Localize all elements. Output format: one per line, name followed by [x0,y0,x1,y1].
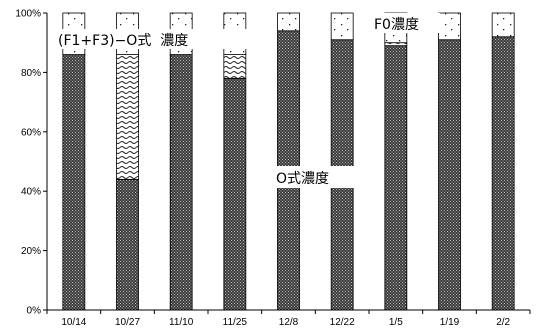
y-tick-label: 60% [21,127,41,138]
bar-segment-f0-5 [277,12,300,32]
x-tick-label: 12/8 [279,317,299,328]
bar-segment-o-4 [223,77,247,311]
annotation-o-label: O式濃度 [276,171,329,187]
bars-layer [62,12,515,311]
x-tick-label: 11/25 [223,317,248,328]
bar-segment-f1f3-minus-o-4 [223,54,247,79]
bar-segment-f1f3-minus-o-7 [384,42,408,47]
annotation-bg-f0 [372,13,440,33]
bar-segment-f1f3-minus-o-2 [116,54,139,180]
y-tick-label: 0% [27,306,42,317]
annotation-f0-label: F0濃度 [374,17,419,33]
x-tick-label: 10/27 [115,317,140,328]
annotation-bg-f1f3 [56,29,252,49]
annotation-f1f3-label: (F1+F3)−O式 濃度 [58,33,188,49]
bar-segment-f0-6 [330,12,354,41]
bar-segment-o-8 [438,39,461,311]
bar-segment-o-9 [491,36,515,311]
bar-segment-f0-8 [438,12,461,41]
x-tick-label: 12/22 [330,317,355,328]
bar-segment-f0-9 [491,12,515,38]
bar-segment-o-7 [384,45,408,311]
y-tick-label: 80% [21,68,41,79]
x-tick-label: 11/10 [169,317,194,328]
x-axis-ticks: 10/14 10/27 11/10 11/25 12/8 12/22 1/5 1/19 2/2 [46,310,531,328]
bar-segment-o-2 [116,178,139,311]
annotations: (F1+F3)−O式 濃度 F0濃度 O式濃度 [56,13,440,188]
bar-segment-o-1 [62,54,86,311]
y-axis-ticks: 0% 20% 40% 60% 80% 100% [15,9,47,317]
x-tick-label: 10/14 [61,317,86,328]
y-tick-label: 20% [21,246,41,257]
x-tick-label: 1/5 [389,317,403,328]
x-tick-label: 2/2 [496,317,510,328]
bar-segment-o-3 [169,54,193,311]
annotation-bg-o [274,166,358,188]
y-tick-label: 100% [15,9,41,20]
y-tick-label: 40% [21,187,41,198]
x-tick-label: 1/19 [440,317,460,328]
